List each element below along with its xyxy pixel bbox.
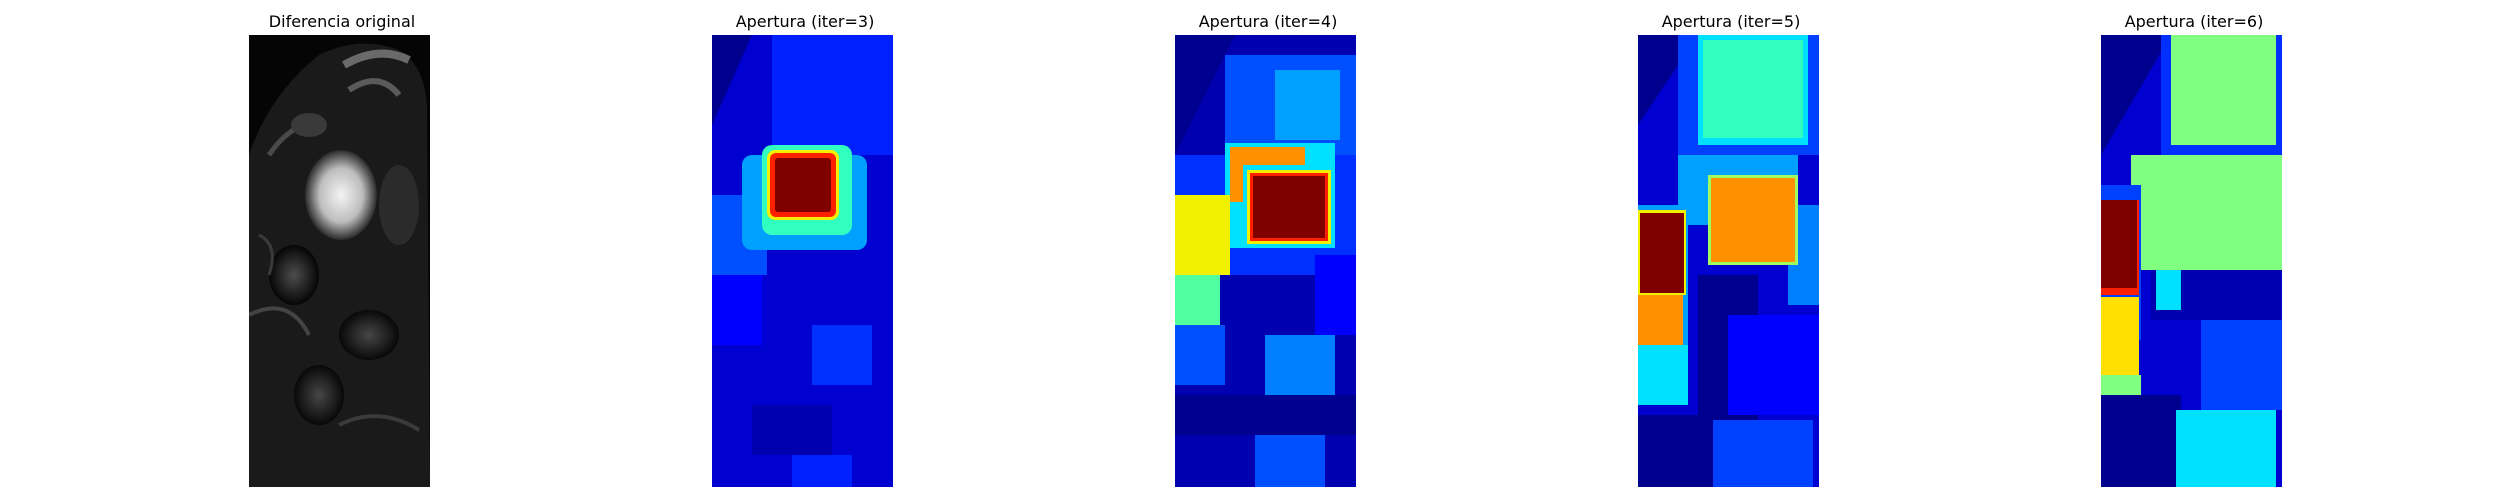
panel-iter-6: Apertura (iter=6) bbox=[2044, 0, 2344, 500]
panel-title: Apertura (iter=6) bbox=[2124, 12, 2264, 31]
panel-iter-5: Apertura (iter=5) bbox=[1581, 0, 1881, 500]
panel-iter-3: Apertura (iter=3) bbox=[655, 0, 955, 500]
opening-iter-5-image bbox=[1638, 35, 1819, 487]
opening-iter-3-image bbox=[712, 35, 893, 487]
grayscale-difference-image bbox=[249, 35, 430, 487]
panel-original: Diferencia original bbox=[192, 0, 492, 500]
panel-title: Apertura (iter=5) bbox=[1661, 12, 1801, 31]
panel-iter-4: Apertura (iter=4) bbox=[1118, 0, 1418, 500]
panel-title: Apertura (iter=3) bbox=[735, 12, 875, 31]
opening-iter-6-image bbox=[2101, 35, 2282, 487]
panel-title: Diferencia original bbox=[268, 12, 416, 31]
opening-iter-4-image bbox=[1175, 35, 1356, 487]
panel-title: Apertura (iter=4) bbox=[1198, 12, 1338, 31]
